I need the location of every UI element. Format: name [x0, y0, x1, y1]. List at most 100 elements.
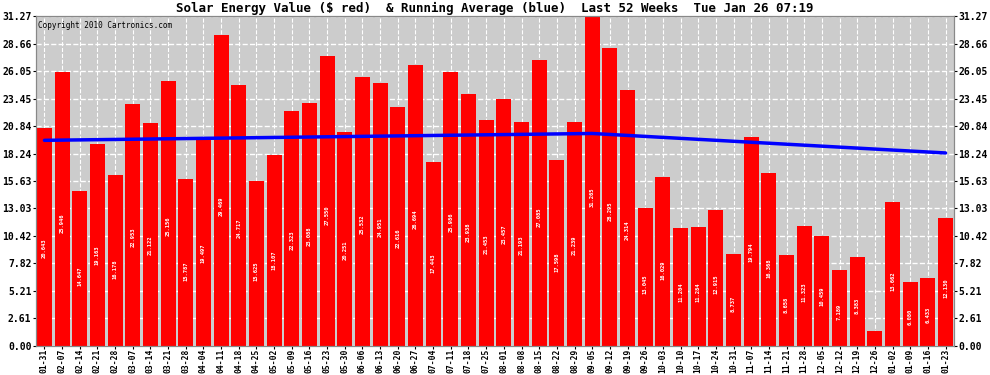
Text: 21.239: 21.239 — [572, 236, 577, 255]
Text: 16.368: 16.368 — [766, 258, 771, 278]
Bar — [90, 144, 105, 346]
Text: 21.453: 21.453 — [484, 234, 489, 254]
Bar — [815, 236, 830, 346]
Text: 17.598: 17.598 — [554, 253, 559, 272]
Bar — [160, 81, 175, 346]
Text: 29.469: 29.469 — [219, 196, 224, 216]
Bar — [37, 128, 51, 346]
Bar — [284, 111, 299, 346]
Bar — [266, 155, 282, 346]
Text: 10.459: 10.459 — [820, 286, 825, 306]
Text: 25.156: 25.156 — [165, 217, 170, 236]
Bar — [426, 162, 441, 346]
Text: 12.915: 12.915 — [714, 275, 719, 294]
Text: 8.383: 8.383 — [854, 298, 859, 314]
Text: 24.314: 24.314 — [625, 221, 630, 240]
Bar — [921, 278, 936, 346]
Text: 16.178: 16.178 — [113, 260, 118, 279]
Bar — [196, 140, 211, 346]
Bar — [338, 132, 352, 346]
Bar — [726, 254, 742, 346]
Text: 25.986: 25.986 — [448, 213, 453, 232]
Bar — [567, 122, 582, 346]
Bar — [355, 77, 370, 346]
Bar — [849, 258, 864, 346]
Bar — [461, 94, 476, 346]
Text: 22.953: 22.953 — [131, 227, 136, 247]
Bar — [761, 173, 776, 346]
Text: 15.787: 15.787 — [183, 261, 188, 280]
Bar — [372, 83, 388, 346]
Bar — [779, 255, 794, 346]
Text: 8.737: 8.737 — [731, 296, 736, 312]
Text: 14.647: 14.647 — [77, 267, 82, 286]
Text: 16.029: 16.029 — [660, 260, 665, 279]
Bar — [514, 123, 529, 346]
Bar — [444, 72, 458, 346]
Bar — [178, 180, 193, 346]
Bar — [708, 210, 724, 346]
Bar — [478, 120, 494, 346]
Text: 20.643: 20.643 — [42, 238, 47, 258]
Bar — [602, 48, 618, 346]
Bar — [126, 104, 141, 346]
Bar — [655, 177, 670, 346]
Text: 13.662: 13.662 — [890, 271, 895, 291]
Text: 23.088: 23.088 — [307, 226, 312, 246]
Bar — [691, 227, 706, 346]
Text: 11.284: 11.284 — [696, 282, 701, 302]
Text: 24.951: 24.951 — [377, 218, 383, 237]
Bar — [638, 209, 652, 346]
Bar — [232, 86, 247, 346]
Bar — [673, 228, 688, 346]
Text: 12.130: 12.130 — [943, 279, 948, 298]
Bar — [939, 218, 953, 346]
Text: 25.532: 25.532 — [360, 215, 365, 234]
Bar — [743, 137, 758, 346]
Text: 23.938: 23.938 — [466, 222, 471, 242]
Text: 23.457: 23.457 — [501, 225, 506, 244]
Text: 7.189: 7.189 — [837, 303, 842, 320]
Bar — [797, 226, 812, 346]
Bar — [248, 181, 264, 346]
Text: 11.204: 11.204 — [678, 283, 683, 302]
Bar — [620, 90, 635, 346]
Text: 27.085: 27.085 — [537, 208, 542, 227]
Text: 8.658: 8.658 — [784, 297, 789, 313]
Bar — [320, 56, 335, 346]
Text: 11.323: 11.323 — [802, 282, 807, 302]
Text: 22.616: 22.616 — [395, 229, 400, 248]
Text: 6.433: 6.433 — [926, 307, 931, 323]
Text: 15.625: 15.625 — [254, 262, 259, 282]
Bar — [72, 192, 87, 346]
Bar — [54, 72, 69, 346]
Bar — [885, 202, 900, 346]
Bar — [390, 108, 405, 346]
Text: 19.794: 19.794 — [748, 242, 753, 262]
Text: 13.045: 13.045 — [643, 274, 647, 294]
Text: 17.443: 17.443 — [431, 254, 436, 273]
Text: 21.193: 21.193 — [519, 236, 524, 255]
Bar — [108, 176, 123, 346]
Text: 21.122: 21.122 — [148, 236, 153, 255]
Text: Copyright 2010 Cartronics.com: Copyright 2010 Cartronics.com — [39, 21, 172, 30]
Bar — [903, 282, 918, 346]
Bar — [585, 16, 600, 346]
Bar — [408, 64, 423, 346]
Bar — [832, 270, 847, 346]
Bar — [302, 102, 317, 346]
Text: 25.946: 25.946 — [59, 213, 64, 232]
Text: 18.107: 18.107 — [271, 250, 276, 270]
Bar — [214, 35, 229, 346]
Bar — [549, 160, 564, 346]
Text: 31.265: 31.265 — [590, 188, 595, 207]
Bar — [143, 123, 158, 346]
Text: 19.163: 19.163 — [95, 245, 100, 265]
Text: 26.694: 26.694 — [413, 210, 418, 229]
Text: 6.080: 6.080 — [908, 309, 913, 325]
Text: 19.497: 19.497 — [201, 244, 206, 263]
Bar — [867, 332, 882, 346]
Text: 28.295: 28.295 — [607, 202, 613, 221]
Text: 20.251: 20.251 — [343, 240, 347, 260]
Text: 27.550: 27.550 — [325, 206, 330, 225]
